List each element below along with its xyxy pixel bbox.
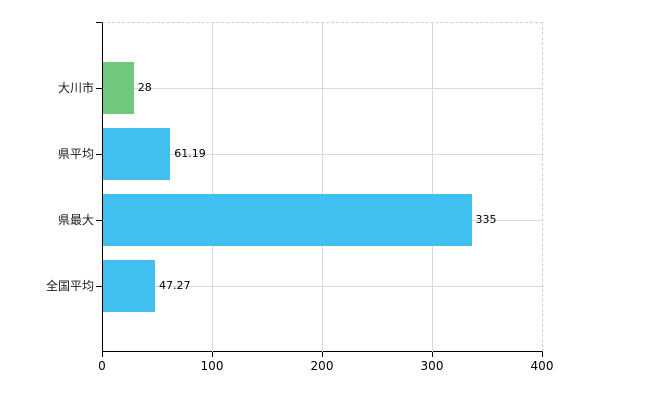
bar-value-label: 28 [137, 81, 152, 94]
vertical-gridline [432, 23, 433, 352]
x-axis-tick [212, 352, 213, 357]
category-label: 大川市 [57, 81, 94, 95]
vertical-gridline [212, 23, 213, 352]
bar [103, 128, 171, 180]
y-axis-tick [96, 154, 102, 155]
bar [103, 194, 472, 246]
y-axis-tick [96, 88, 102, 89]
y-axis-tick [96, 220, 102, 221]
x-axis-tick-label: 400 [530, 359, 554, 373]
x-axis-tick [432, 352, 433, 357]
bar-value-label: 335 [475, 213, 497, 226]
bar-value-label: 47.27 [158, 279, 191, 292]
y-axis-tick [96, 22, 102, 23]
x-axis-tick [102, 352, 103, 357]
y-axis-tick [96, 286, 102, 287]
bar-value-label: 61.19 [174, 147, 206, 160]
horizontal-gridline [103, 88, 543, 89]
category-label: 全国平均 [45, 279, 94, 293]
horizontal-gridline [103, 286, 543, 287]
x-axis-tick [322, 352, 323, 357]
vertical-gridline [322, 23, 323, 352]
x-axis-tick-label: 100 [200, 359, 224, 373]
x-axis-tick-label: 300 [420, 359, 444, 373]
category-label: 県最大 [57, 213, 94, 227]
bar [103, 260, 155, 312]
x-axis-tick-label: 200 [310, 359, 334, 373]
category-label: 県平均 [57, 147, 94, 161]
x-axis-tick [542, 352, 543, 357]
bar [103, 62, 134, 114]
x-axis-tick-label: 0 [98, 359, 106, 373]
horizontal-gridline [103, 154, 543, 155]
